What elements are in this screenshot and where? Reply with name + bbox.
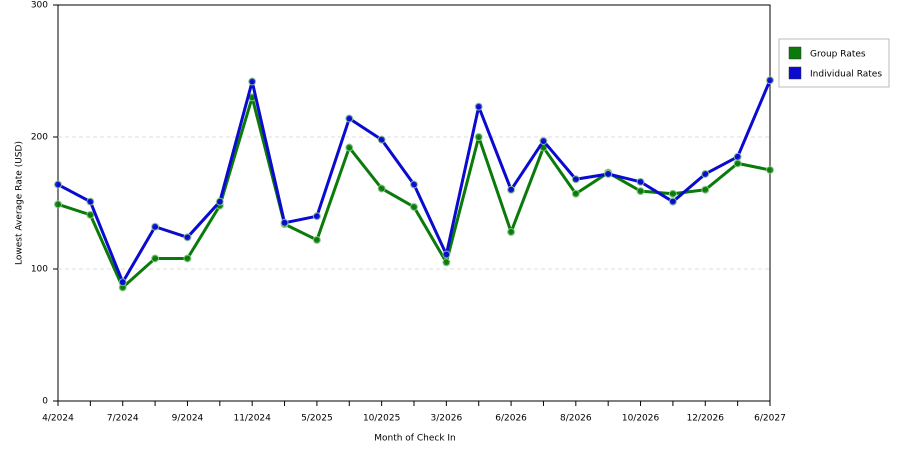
data-point [733,159,742,168]
legend-swatch [788,46,802,60]
x-tick-label: 12/2026 [687,414,725,424]
data-point [248,77,257,86]
data-point [668,189,677,198]
data-point [668,197,677,206]
x-tick-label: 10/2025 [363,414,400,424]
data-point [507,185,516,194]
x-tick-label: 5/2025 [301,414,333,424]
data-point [571,189,580,198]
x-axis-label: Month of Check In [374,434,456,444]
data-point [701,169,710,178]
data-point [312,212,321,221]
data-point [474,133,483,141]
x-tick-label: 8/2026 [560,414,592,424]
x-tick-label: 6/2026 [495,414,527,424]
legend-label: Group Rates [810,50,866,60]
y-tick-label: 300 [31,1,48,11]
y-tick-label: 200 [31,133,48,143]
data-point [183,254,192,263]
data-point [151,222,160,231]
legend-swatch [788,66,802,80]
data-point [604,169,613,178]
data-point [539,136,548,145]
data-point [410,202,418,211]
legend-label: Individual Rates [810,70,882,80]
data-point [118,278,127,287]
data-point [766,76,774,85]
x-tick-label: 6/2027 [754,414,786,424]
data-point [312,235,321,244]
data-point [183,233,192,242]
data-point [636,187,645,196]
y-axis-label: Lowest Average Rate (USD) [15,141,25,265]
data-point [442,250,451,259]
data-point [86,197,95,206]
x-tick-label: 4/2024 [42,414,74,424]
data-point [442,258,451,267]
y-tick-label: 100 [31,265,48,275]
data-point [345,143,354,152]
x-tick-label: 7/2024 [107,414,139,424]
series-line [57,95,771,289]
data-point [215,197,224,206]
data-point [377,135,386,144]
data-point [54,180,62,189]
data-point [54,200,62,209]
y-tick-label: 0 [42,397,48,407]
data-point [410,180,418,189]
data-point [345,114,354,123]
data-point [377,184,386,193]
data-point [86,210,95,219]
data-point [636,177,645,186]
legend-box [778,38,890,88]
data-point [507,228,516,237]
data-point [280,218,289,227]
data-point [474,102,483,111]
data-point [571,175,580,184]
data-point [701,185,710,194]
data-point [766,166,774,174]
data-point [733,152,742,161]
x-tick-label: 9/2024 [172,414,204,424]
data-point [151,254,160,263]
x-tick-label: 11/2024 [233,414,271,424]
x-tick-label: 10/2026 [622,414,660,424]
x-tick-label: 3/2026 [431,414,463,424]
